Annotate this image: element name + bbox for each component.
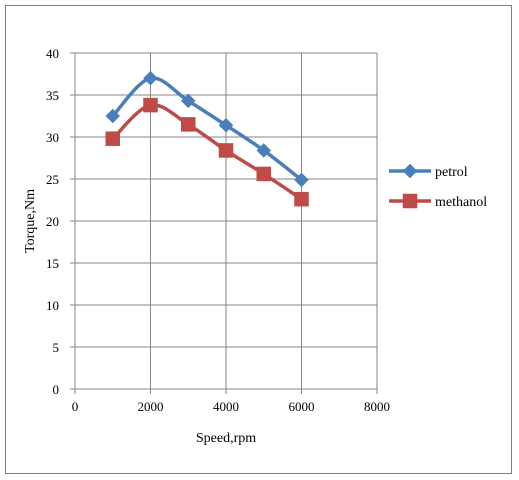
x-tick-label: 8000 — [364, 399, 390, 414]
x-tick-label: 4000 — [213, 399, 239, 414]
y-tick-label: 5 — [53, 340, 60, 355]
series-methanol — [105, 97, 309, 207]
petrol-data-point — [105, 108, 121, 124]
legend-marker-petrol — [402, 163, 418, 179]
x-tick-label: 0 — [72, 399, 79, 414]
axes — [70, 52, 378, 394]
petrol-data-point — [256, 143, 272, 158]
methanol-data-point — [294, 191, 309, 207]
y-tick-label: 0 — [53, 382, 60, 397]
legend-marker-methanol — [402, 193, 418, 209]
petrol-data-point — [180, 93, 196, 109]
y-axis-label: Torque,Nm — [23, 189, 38, 253]
y-tick-label: 25 — [46, 172, 59, 187]
series-petrol — [105, 70, 309, 188]
petrol-data-point — [143, 70, 158, 86]
petrol-data-point — [294, 172, 309, 188]
x-tick-label: 2000 — [138, 399, 164, 414]
methanol-line — [111, 103, 303, 201]
x-axis-label: Speed,rpm — [196, 431, 256, 446]
methanol-data-point — [256, 166, 271, 182]
petrol-data-point — [218, 117, 234, 133]
y-tick-label: 20 — [46, 214, 59, 229]
y-tick-label: 30 — [46, 130, 59, 145]
chart-frame — [5, 5, 512, 474]
y-tick-label: 10 — [46, 298, 59, 313]
legend-label-petrol: petrol — [435, 165, 468, 180]
x-tick-label: 6000 — [289, 399, 315, 414]
petrol-line — [111, 76, 303, 182]
methanol-data-point — [143, 97, 158, 113]
legend: petrol methanol — [389, 163, 487, 210]
series-layer — [105, 70, 309, 207]
y-tick-label: 35 — [46, 88, 59, 103]
y-tick-label: 15 — [46, 256, 59, 271]
methanol-data-point — [218, 143, 234, 158]
tick-labels: 0 5 10 15 20 25 30 35 40 0 2000 4000 6000 8000 — [46, 46, 390, 414]
methanol-data-point — [181, 117, 196, 132]
legend-label-methanol: methanol — [435, 195, 487, 210]
gridlines — [75, 52, 378, 389]
methanol-data-point — [105, 131, 120, 146]
y-tick-label: 40 — [46, 46, 59, 61]
